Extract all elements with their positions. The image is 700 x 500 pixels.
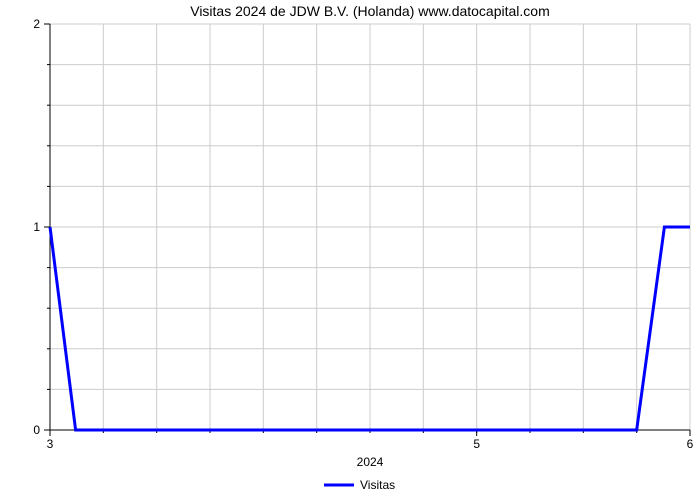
x-tick-label: 6 — [687, 437, 694, 451]
chart-title: Visitas 2024 de JDW B.V. (Holanda) www.d… — [190, 3, 550, 19]
chart-ticks — [44, 24, 690, 436]
x-tick-label: 3 — [47, 437, 54, 451]
y-axis-labels: 0 1 2 — [33, 17, 40, 437]
y-tick-label: 2 — [33, 17, 40, 31]
x-tick-label: 5 — [473, 437, 480, 451]
legend-label: Visitas — [360, 478, 395, 492]
y-tick-label: 0 — [33, 423, 40, 437]
y-tick-label: 1 — [33, 220, 40, 234]
legend: Visitas — [324, 478, 395, 492]
visits-line-chart: Visitas 2024 de JDW B.V. (Holanda) www.d… — [0, 0, 700, 500]
chart-grid — [50, 24, 690, 430]
x-axis-labels: 3 5 6 — [47, 437, 694, 451]
x-axis-title: 2024 — [357, 455, 384, 469]
